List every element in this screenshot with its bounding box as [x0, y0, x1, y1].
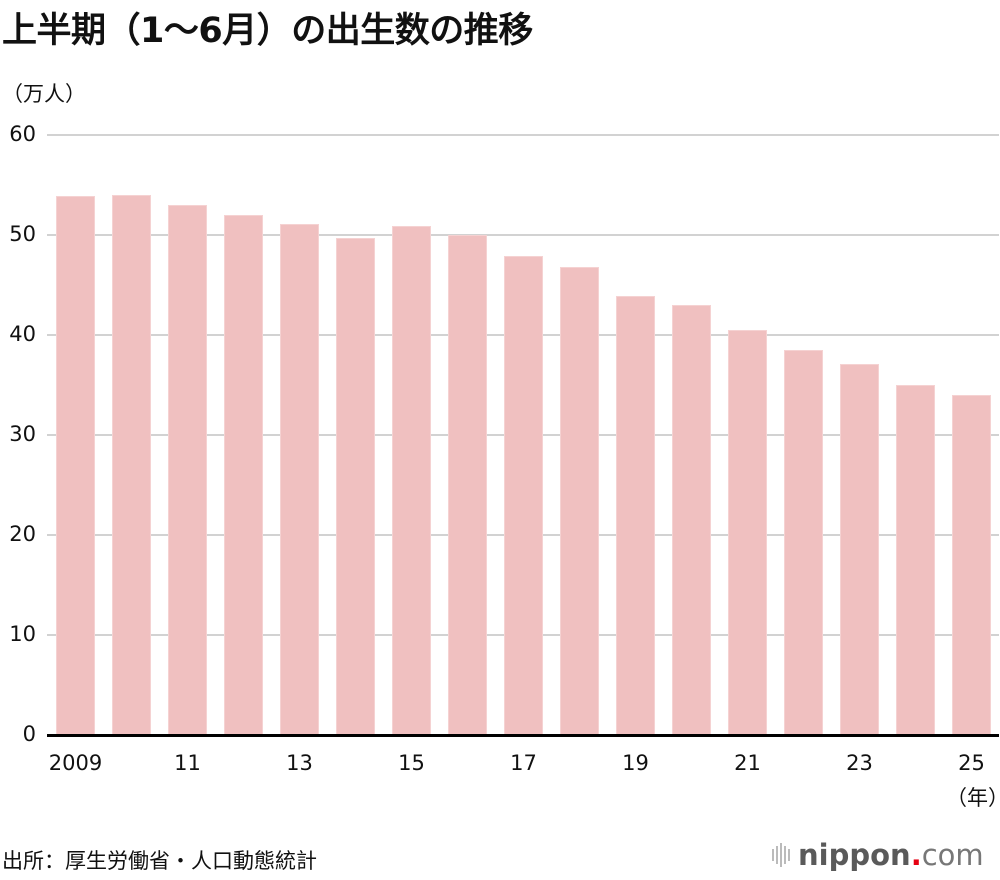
bar-2018: [560, 267, 599, 735]
x-axis-baseline: [47, 734, 999, 737]
x-tick-label: 19: [622, 751, 649, 775]
x-tick-label: 21: [734, 751, 761, 775]
x-tick-label: 15: [398, 751, 425, 775]
logo-dot: .: [910, 838, 922, 872]
y-tick-label: 30: [9, 422, 36, 446]
y-tick-label: 10: [9, 622, 36, 646]
x-tick-label: 25: [958, 751, 985, 775]
x-tick-label: 13: [286, 751, 313, 775]
bar-2010: [112, 195, 151, 735]
x-tick-label: 2009: [48, 751, 103, 775]
y-axis-unit-label: （万人）: [2, 82, 86, 106]
y-tick-label: 60: [9, 122, 36, 146]
bar-2025: [952, 395, 991, 735]
bar-2016: [448, 235, 487, 735]
bar-2024: [896, 385, 935, 735]
gridline: [47, 234, 999, 236]
gridline: [47, 134, 999, 136]
bar-2023: [840, 364, 879, 735]
bar-2014: [336, 238, 375, 735]
nippon-com-logo: nippon. com: [772, 838, 984, 872]
bar-2015: [392, 226, 431, 735]
y-tick-label: 0: [22, 722, 36, 746]
bar-2021: [728, 330, 767, 735]
bar-2022: [784, 350, 823, 735]
x-tick-label: 23: [846, 751, 873, 775]
x-tick-label: 17: [510, 751, 537, 775]
source-note: 出所：厚生労働省・人口動態統計: [2, 849, 317, 873]
y-tick-label: 50: [9, 222, 36, 246]
bar-2011: [168, 205, 207, 735]
bar-2017: [504, 256, 543, 735]
bar-2020: [672, 305, 711, 735]
sound-wave-icon: [772, 843, 790, 867]
bar-2019: [616, 296, 655, 735]
y-tick-label: 20: [9, 522, 36, 546]
logo-name: nippon: [798, 838, 911, 872]
logo-tld: com: [921, 838, 984, 872]
bar-2009: [56, 196, 95, 735]
x-axis-unit-label: （年）: [946, 786, 1000, 810]
y-tick-label: 40: [9, 322, 36, 346]
chart-title: 上半期（1～6月）の出生数の推移: [2, 11, 533, 51]
bar-2012: [224, 215, 263, 735]
bar-2013: [280, 224, 319, 735]
x-tick-label: 11: [174, 751, 201, 775]
